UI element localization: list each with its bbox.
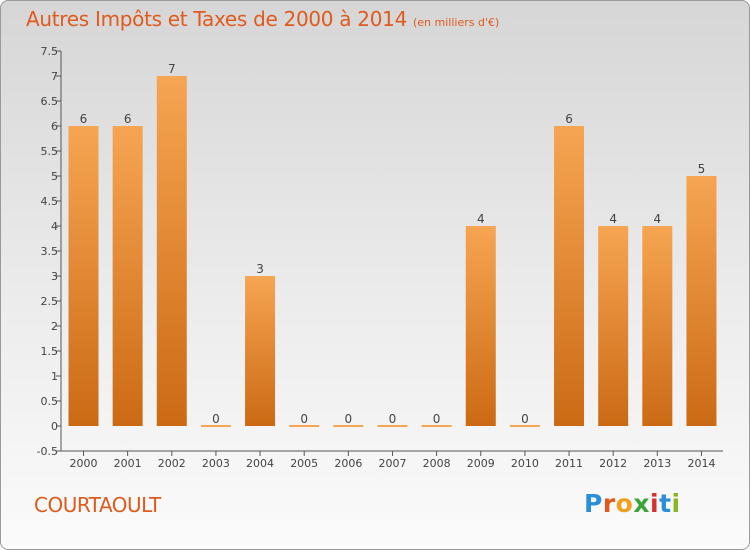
- logo-letter: r: [602, 489, 616, 518]
- commune-name: COURTAOULT: [34, 493, 161, 517]
- data-label: 6: [80, 112, 88, 126]
- x-tick-label: 2013: [643, 457, 671, 470]
- data-label: 4: [477, 212, 485, 226]
- logo-letter: i: [650, 489, 660, 518]
- x-tick-label: 2001: [114, 457, 142, 470]
- y-tick-label: 5.5: [41, 145, 59, 158]
- y-tick-label: 6.5: [41, 95, 59, 108]
- y-tick-label: 1: [51, 370, 58, 383]
- bar: [68, 126, 99, 426]
- y-tick-label: 2: [51, 320, 58, 333]
- bar: [200, 425, 231, 427]
- bar: [377, 425, 408, 427]
- bar: [509, 425, 540, 427]
- bar: [598, 226, 629, 426]
- y-tick-label: 4: [51, 220, 58, 233]
- bar: [465, 226, 496, 426]
- chart-title-text: Autres Impôts et Taxes de 2000 à 2014: [26, 7, 407, 31]
- bar: [245, 276, 276, 426]
- bar: [642, 226, 673, 426]
- data-label: 6: [565, 112, 573, 126]
- y-tick-label: 7.5: [41, 45, 59, 58]
- x-tick-label: 2007: [378, 457, 406, 470]
- logo-letter: P: [584, 489, 603, 518]
- x-tick-label: 2004: [246, 457, 274, 470]
- bar: [289, 425, 320, 427]
- bar: [554, 126, 585, 426]
- logo-letter: i: [671, 489, 681, 518]
- x-tick-label: 2014: [687, 457, 715, 470]
- bar: [686, 176, 717, 426]
- data-label: 7: [168, 62, 176, 76]
- x-tick-label: 2010: [511, 457, 539, 470]
- x-tick-label: 2002: [158, 457, 186, 470]
- x-tick-label: 2006: [334, 457, 362, 470]
- data-label: 0: [212, 412, 220, 426]
- data-label: 5: [698, 162, 706, 176]
- x-tick-label: 2012: [599, 457, 627, 470]
- x-tick-label: 2003: [202, 457, 230, 470]
- data-label: 0: [300, 412, 308, 426]
- y-tick-label: 3: [51, 270, 58, 283]
- y-tick-label: 5: [51, 170, 58, 183]
- y-tick-label: 0: [51, 420, 58, 433]
- data-labels: 6 6 7 0 3 0 0 0 0 4 0 6 4 4 5: [80, 62, 706, 426]
- chart-title: Autres Impôts et Taxes de 2000 à 2014 (en…: [26, 7, 499, 31]
- x-tick-label: 2000: [70, 457, 98, 470]
- bar: [333, 425, 364, 427]
- bars: [68, 76, 717, 427]
- data-label: 0: [521, 412, 529, 426]
- data-label: 0: [345, 412, 353, 426]
- y-tick-label: 0.5: [41, 395, 59, 408]
- data-label: 6: [124, 112, 132, 126]
- bar: [112, 126, 143, 426]
- logo-letter: t: [659, 489, 672, 518]
- y-tick-label: 6: [51, 120, 58, 133]
- data-label: 4: [653, 212, 661, 226]
- bar: [421, 425, 452, 427]
- y-tick-label: 1.5: [41, 345, 59, 358]
- data-label: 0: [389, 412, 397, 426]
- x-tick-label: 2009: [467, 457, 495, 470]
- x-tick-label: 2011: [555, 457, 583, 470]
- x-tick-label: 2005: [290, 457, 318, 470]
- chart-unit: (en milliers d'€): [413, 16, 500, 29]
- data-label: 4: [609, 212, 617, 226]
- y-tick-label: -0.5: [37, 445, 58, 458]
- y-tick-label: 3.5: [41, 245, 59, 258]
- bar: [156, 76, 187, 426]
- proxiti-logo[interactable]: Proxiti: [584, 489, 681, 518]
- logo-letter: o: [615, 489, 634, 518]
- x-axis: 2000 2001 2002 2003 2004 2005 2006 2007 2008 2009…: [61, 450, 723, 470]
- y-tick-label: 4.5: [41, 195, 59, 208]
- y-axis: -0.5 0 0.5 1 1.5 2 2.5 3 3.5 4 4.5 5 5.5 6 6.5 7 7.5: [37, 45, 62, 458]
- y-tick-label: 2.5: [41, 295, 59, 308]
- x-tick-label: 2008: [423, 457, 451, 470]
- data-label: 3: [256, 262, 264, 276]
- data-label: 0: [433, 412, 441, 426]
- logo-letter: x: [633, 489, 650, 518]
- y-tick-label: 7: [51, 70, 58, 83]
